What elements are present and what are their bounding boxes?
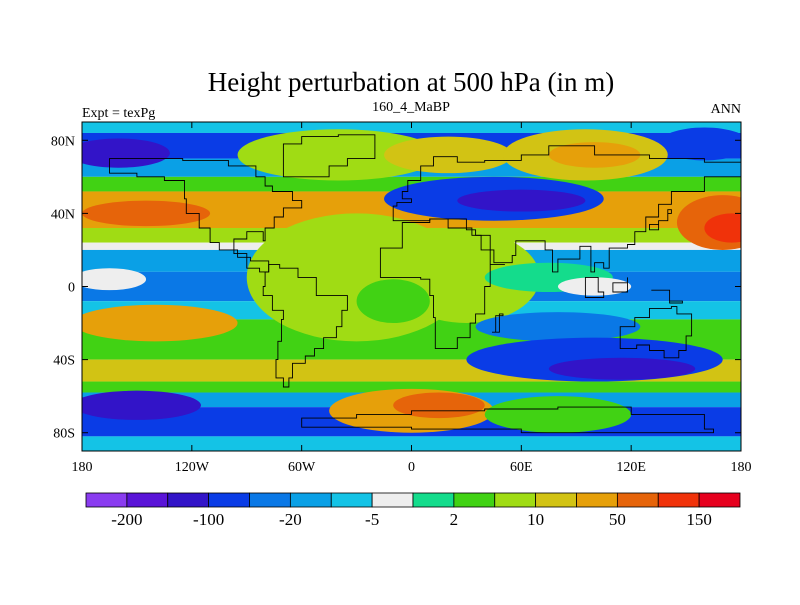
colorbar-box-1	[126, 492, 169, 508]
field-blob-21	[393, 392, 485, 419]
colorbar-box-5	[289, 492, 332, 508]
colorbar-box-3	[208, 492, 250, 508]
colorbar-box-7	[371, 492, 414, 508]
colorbar-label-2: -20	[279, 510, 302, 529]
colorbar-label-6: 50	[609, 510, 626, 529]
colorbar-box-15	[698, 492, 741, 508]
field-blob-23	[484, 396, 632, 433]
x-tick-label-4: 60E	[510, 460, 533, 475]
field-blob-18	[548, 357, 696, 380]
subtitle-center: 160_4_MaBP	[372, 100, 450, 115]
field-blob-15	[557, 277, 632, 296]
field-blob-2	[457, 189, 586, 212]
colorbar: -200 -100 -20 -5 2 10 50 150	[85, 492, 741, 529]
coastline-2	[282, 134, 376, 178]
field-blob-5	[384, 136, 513, 174]
field-band-12	[82, 381, 741, 393]
coastline-3	[392, 145, 741, 273]
coastline-7	[649, 209, 672, 231]
y-tick-label-4: 80S	[53, 427, 75, 442]
colorbar-label-7: 150	[686, 510, 712, 529]
colorbar-box-11	[535, 492, 577, 508]
coastline-9	[612, 277, 628, 293]
colorbar-box-12	[576, 492, 618, 508]
coastline-4	[379, 218, 505, 350]
field-blob-24	[356, 279, 430, 324]
x-tick-label-5: 120E	[616, 460, 646, 475]
field-blob-16	[475, 312, 641, 342]
x-tick-label-2: 60W	[288, 460, 316, 475]
subtitle-left: Expt = texPg	[82, 106, 155, 121]
chart-title: Height perturbation at 500 hPa (in m)	[208, 67, 614, 97]
field-blob-10	[82, 200, 211, 227]
colorbar-box-2	[167, 492, 210, 508]
coastline-11	[301, 406, 714, 434]
colorbar-label-0: -200	[111, 510, 142, 529]
field-blob-14	[82, 268, 147, 291]
x-tick-label-3: 0	[408, 460, 415, 475]
coastline-8	[584, 276, 605, 298]
y-tick-label-0: 80N	[51, 134, 75, 149]
coastline-6	[619, 306, 693, 359]
colorbar-box-8	[412, 492, 455, 508]
field-blob-22	[82, 390, 201, 420]
field-blob-0	[82, 138, 170, 168]
colorbar-box-0	[85, 492, 128, 508]
colorbar-label-1: -100	[193, 510, 224, 529]
colorbar-box-6	[330, 492, 373, 508]
coastline-5	[492, 313, 504, 333]
colorbar-box-9	[453, 492, 496, 508]
field-blob-3	[658, 127, 741, 161]
x-tick-label-0: 180	[72, 460, 93, 475]
x-tick-label-6: 180	[731, 460, 752, 475]
y-tick-label-1: 40N	[51, 207, 75, 222]
coastlines	[109, 134, 741, 434]
colorbar-box-10	[494, 492, 537, 508]
colorbar-box-13	[616, 492, 659, 508]
map-axes: 180 120W 60W 0 60E 120E 180 80N 40N 0 40S 80S	[51, 122, 752, 475]
subtitle-right: ANN	[711, 102, 741, 117]
y-tick-label-3: 40S	[53, 354, 75, 369]
coastline-0	[109, 158, 303, 273]
coastline-10	[651, 289, 683, 304]
height-field	[82, 122, 741, 451]
field-band-15	[82, 436, 741, 451]
field-blob-12	[393, 231, 540, 324]
colorbar-label-3: -5	[365, 510, 379, 529]
x-tick-label-1: 120W	[175, 460, 210, 475]
field-blob-9	[704, 213, 741, 243]
colorbar-label-5: 10	[527, 510, 544, 529]
colorbar-box-14	[657, 492, 700, 508]
coastline-1	[262, 264, 348, 388]
field-blob-19	[82, 304, 238, 342]
y-tick-label-2: 0	[68, 281, 75, 296]
colorbar-label-4: 2	[450, 510, 459, 529]
field-blob-4	[237, 129, 439, 181]
colorbar-box-4	[249, 492, 291, 508]
